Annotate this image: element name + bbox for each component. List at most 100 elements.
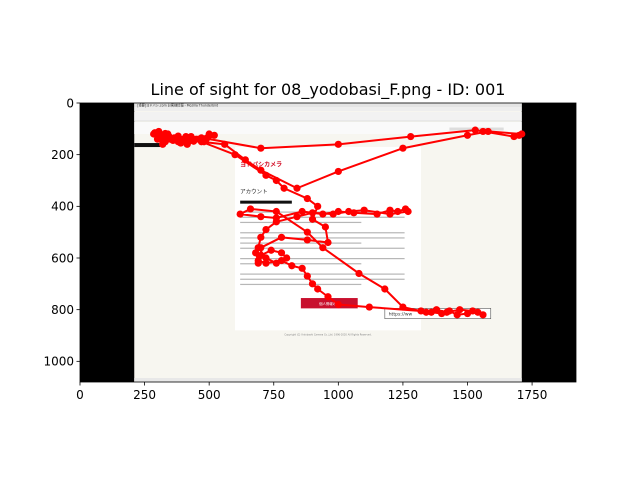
gaze-point (288, 262, 296, 270)
gaze-point (422, 308, 430, 316)
plot-frame (79, 102, 577, 383)
gaze-point (283, 254, 291, 262)
gaze-point (246, 205, 255, 213)
email-cta-label: 個人情報の再 (319, 301, 340, 306)
gaze-point (324, 238, 332, 247)
gaze-point (159, 140, 167, 148)
gaze-point (254, 259, 262, 267)
gaze-point (267, 246, 275, 254)
email-text-line (240, 278, 405, 280)
x-tick-label: 500 (198, 388, 221, 402)
gaze-point (210, 131, 218, 139)
gaze-point (293, 213, 301, 221)
email-cta-button (300, 298, 358, 309)
email-text-line (240, 237, 405, 239)
y-tick-label: 200 (51, 148, 74, 162)
gaze-point (334, 167, 342, 176)
gaze-point (272, 176, 280, 185)
gaze-point (272, 259, 280, 267)
y-tick-label: 0 (66, 96, 74, 110)
gaze-point (303, 194, 311, 203)
gaze-point (161, 129, 169, 138)
gaze-point (257, 251, 265, 260)
email-text-line (240, 273, 405, 275)
gaze-point (321, 223, 330, 231)
email-text-line (240, 242, 362, 244)
gaze-point (456, 306, 464, 314)
gaze-point (373, 210, 381, 218)
email-footer: Copyright (C) Yodobashi Camera Co.,Ltd. … (284, 334, 371, 337)
gaze-point (518, 130, 526, 138)
y-tick-label: 400 (51, 200, 74, 214)
gaze-point (334, 300, 342, 309)
gaze-point (272, 207, 280, 216)
y-tick-label: 800 (51, 303, 74, 317)
gaze-path (150, 126, 526, 319)
window-title-text: [重要]ヨドバシ.com お客様情報 - Mozilla Thunderbird (137, 103, 218, 108)
gaze-point (236, 210, 244, 218)
gaze-point (365, 303, 373, 311)
gaze-point (303, 228, 311, 236)
gaze-point (479, 311, 487, 319)
x-tick-label: 1750 (517, 388, 548, 402)
redacted-sender-bar (134, 143, 161, 148)
gaze-point (187, 132, 195, 141)
email-text-line (240, 263, 362, 265)
email-heading: アカウント (240, 187, 268, 195)
gaze-point (381, 285, 389, 293)
gaze-point (166, 135, 175, 143)
x-tick-label: 0 (76, 388, 84, 402)
gaze-point (153, 135, 162, 143)
email-text-line (240, 283, 362, 286)
gaze-point (293, 184, 301, 192)
gaze-point (298, 264, 306, 272)
email-text-line (240, 221, 362, 224)
gaze-point (197, 138, 206, 146)
gaze-point (277, 249, 286, 257)
gaze-point (479, 127, 487, 136)
gaze-point (272, 218, 280, 226)
gaze-point (280, 184, 288, 192)
gaze-point (443, 308, 451, 316)
gaze-point (324, 293, 332, 301)
x-tick-label: 750 (262, 388, 285, 402)
gaze-point (394, 207, 402, 216)
gaze-point (262, 259, 270, 267)
gaze-point (257, 213, 265, 221)
gaze-point (257, 233, 265, 241)
gaze-point (202, 135, 211, 143)
x-tick-label: 1500 (452, 388, 483, 402)
chart-title: Line of sight for 08_yodobasi_F.png - ID… (151, 80, 506, 100)
gaze-point (298, 207, 306, 216)
url-tooltip-text: https://ww (389, 312, 413, 318)
window-toolbar (134, 112, 522, 121)
redacted-name-bar (240, 200, 292, 204)
gaze-point (221, 140, 229, 148)
gaze-point (471, 126, 479, 134)
gaze-point (469, 307, 477, 315)
gaze-point (319, 210, 327, 218)
gaze-point (308, 209, 317, 217)
gaze-point (404, 207, 412, 216)
gaze-point (484, 127, 492, 136)
gaze-point (355, 269, 363, 278)
gaze-point (308, 280, 317, 288)
mail-header-area (134, 122, 522, 134)
gaze-point (257, 166, 265, 174)
plot-axes: 0 250 500 750 1000 1250 1500 1750 0 200 400 600 800 1… (43, 96, 577, 402)
gaze-point (308, 215, 317, 223)
gaze-point (432, 306, 441, 314)
gaze-point (314, 202, 322, 210)
email-text-line (240, 232, 405, 234)
gaze-point (257, 144, 265, 152)
gaze-point (334, 140, 342, 148)
gaze-point (329, 210, 337, 218)
gaze-point (231, 151, 239, 159)
gaze-point (303, 272, 311, 280)
gaze-point (241, 156, 249, 164)
gaze-point (303, 236, 311, 244)
x-tick-label: 250 (133, 388, 156, 402)
gaze-point (386, 210, 394, 218)
gaze-point (254, 244, 262, 252)
